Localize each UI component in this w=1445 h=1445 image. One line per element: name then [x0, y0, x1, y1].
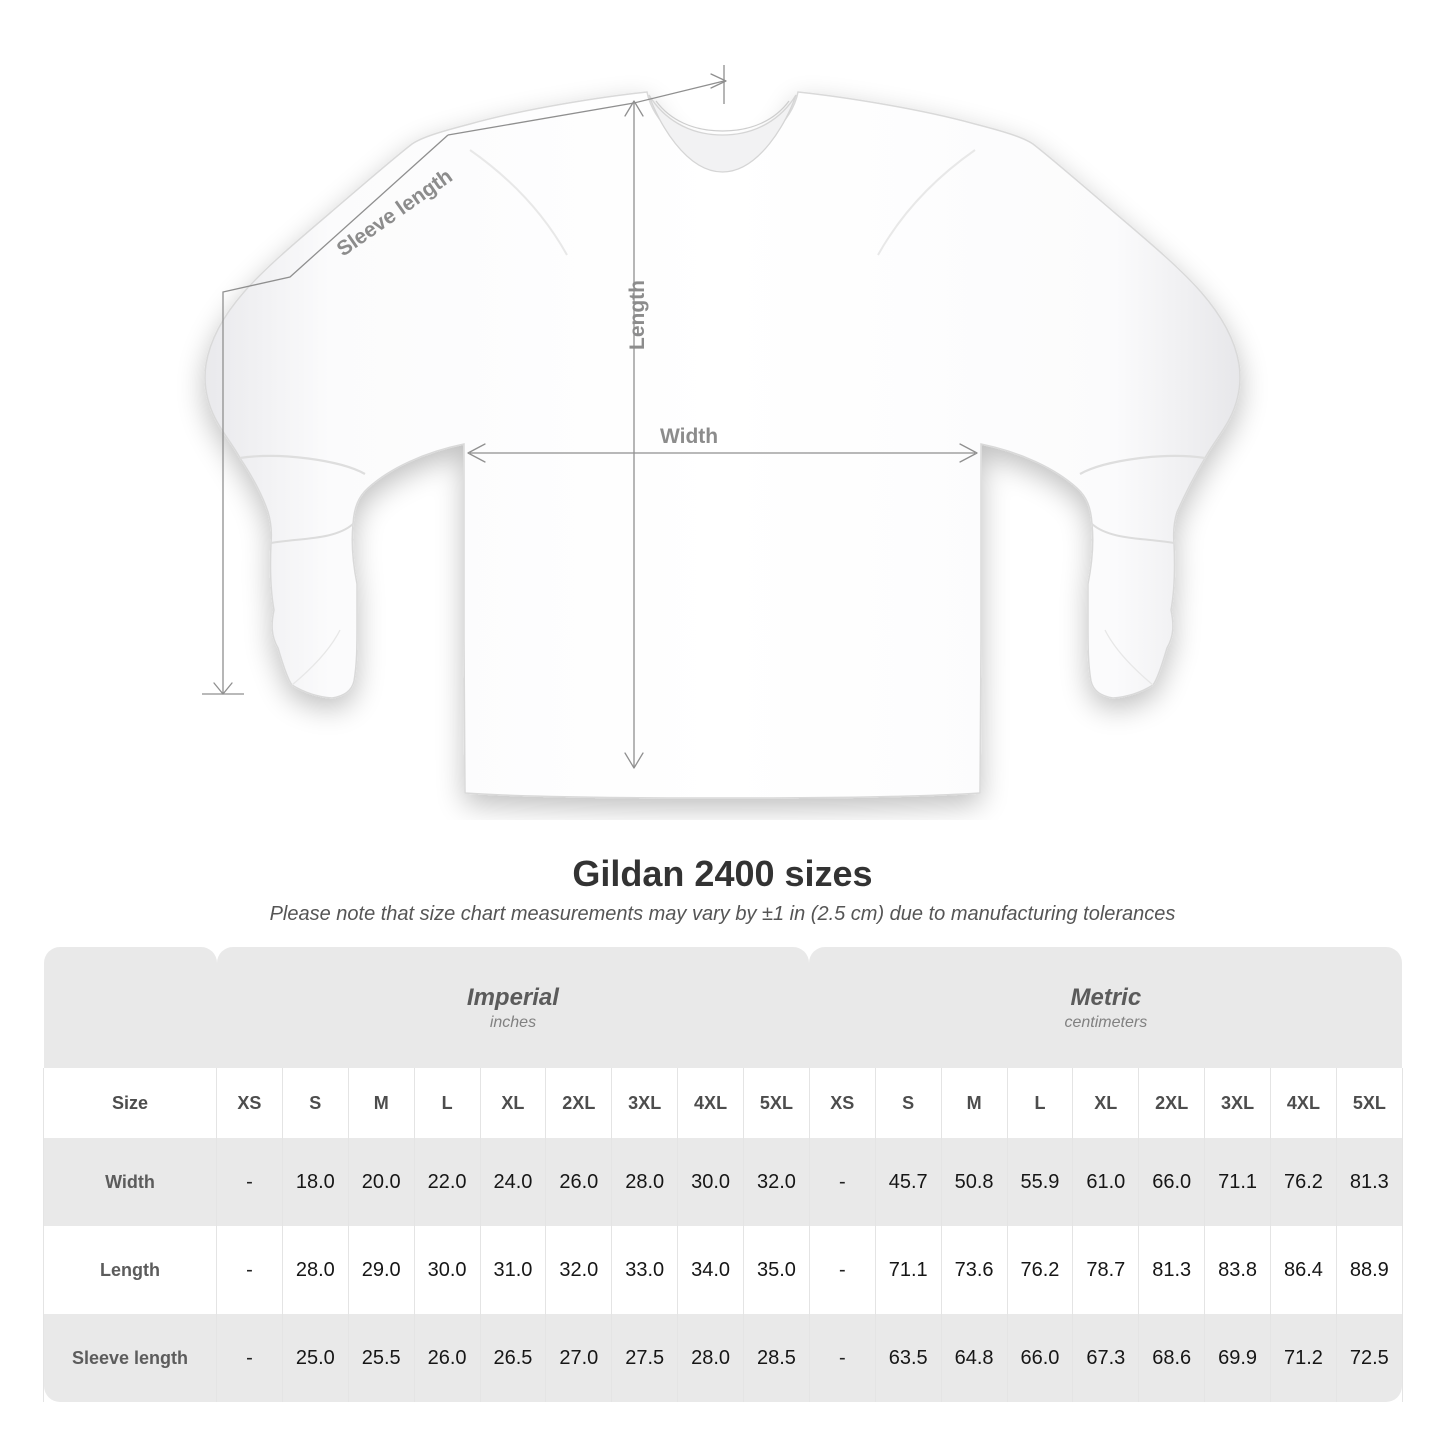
svg-text:Length: Length	[626, 280, 649, 350]
svg-text:Width: Width	[660, 425, 718, 448]
